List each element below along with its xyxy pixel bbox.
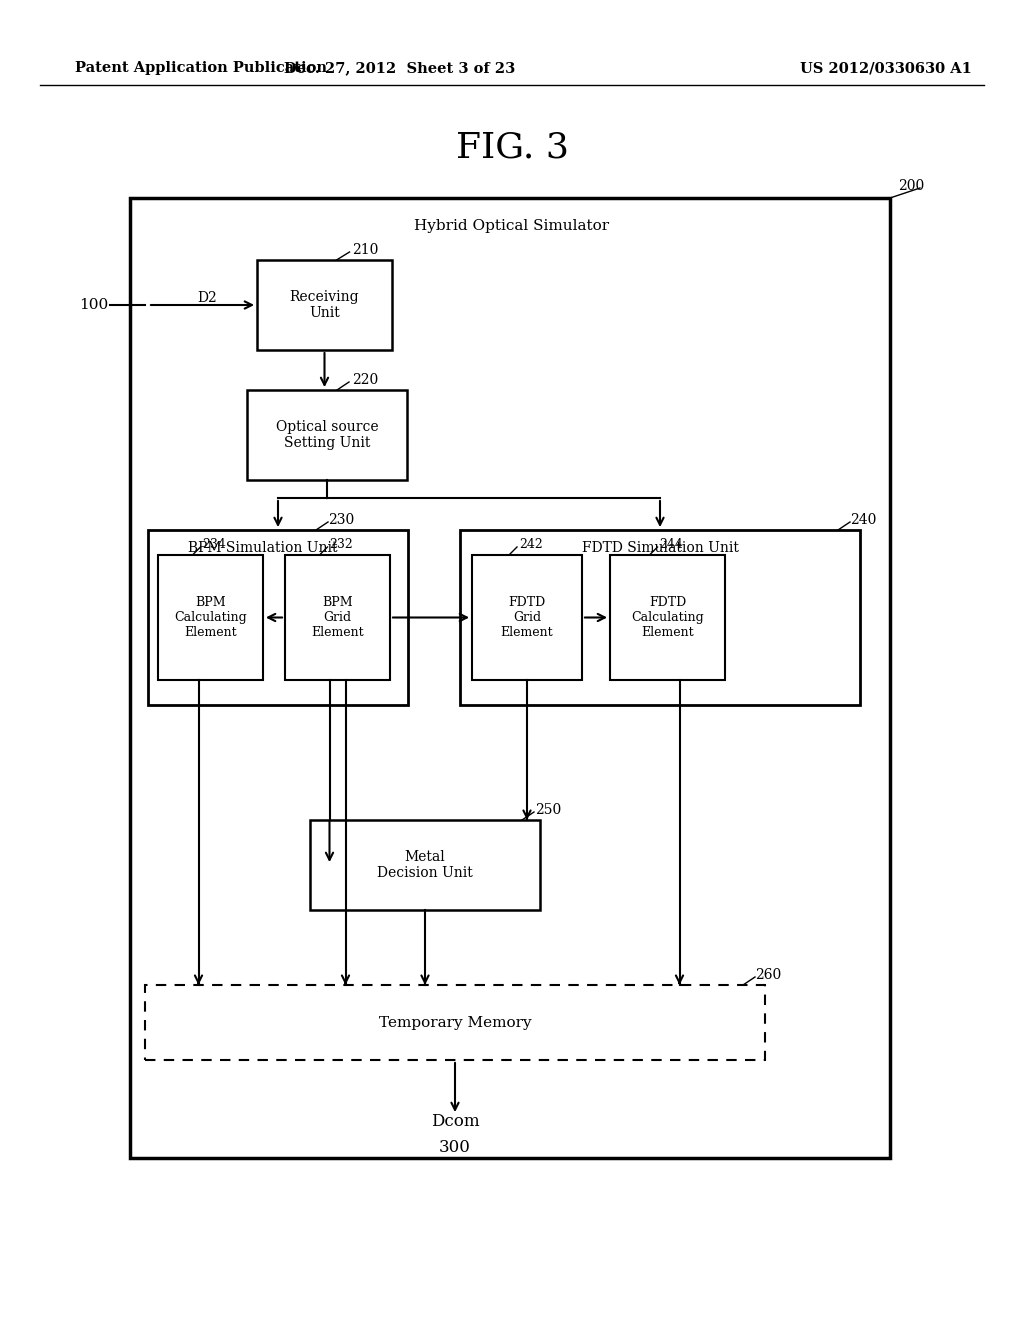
Bar [257,260,392,350]
Text: Dec. 27, 2012  Sheet 3 of 23: Dec. 27, 2012 Sheet 3 of 23 [285,61,516,75]
Bar [472,554,582,680]
Text: US 2012/0330630 A1: US 2012/0330630 A1 [800,61,972,75]
Text: Metal
Decision Unit: Metal Decision Unit [377,850,473,880]
Text: 100: 100 [79,298,108,312]
Text: Temporary Memory: Temporary Memory [379,1015,531,1030]
Text: 242: 242 [519,539,543,552]
Bar [130,198,890,1158]
Text: FDTD
Calculating
Element: FDTD Calculating Element [631,597,703,639]
Bar [158,554,263,680]
Text: BPM
Grid
Element: BPM Grid Element [311,597,364,639]
Text: FDTD Simulation Unit: FDTD Simulation Unit [582,541,738,554]
Text: 234: 234 [203,539,226,552]
Text: 240: 240 [850,513,877,527]
Text: 260: 260 [755,968,781,982]
Text: 250: 250 [535,803,561,817]
Text: 230: 230 [328,513,354,527]
Text: Hybrid Optical Simulator: Hybrid Optical Simulator [415,219,609,234]
Text: FDTD
Grid
Element: FDTD Grid Element [501,597,553,639]
Text: Patent Application Publication: Patent Application Publication [75,61,327,75]
Text: 210: 210 [352,243,379,257]
Bar [610,554,725,680]
Text: D2: D2 [198,290,217,305]
Bar [460,531,860,705]
Text: 244: 244 [659,539,683,552]
Text: Receiving
Unit: Receiving Unit [290,290,359,321]
Bar [247,389,407,480]
Text: 300: 300 [439,1139,471,1156]
Bar [310,820,540,909]
Text: 220: 220 [352,374,378,387]
Text: 200: 200 [898,180,925,193]
Text: 232: 232 [330,539,353,552]
Text: FIG. 3: FIG. 3 [456,131,568,165]
Bar [285,554,390,680]
Text: BPM
Calculating
Element: BPM Calculating Element [174,597,247,639]
Text: Dcom: Dcom [431,1114,479,1130]
Text: Optical source
Setting Unit: Optical source Setting Unit [275,420,378,450]
Bar [145,985,765,1060]
Bar [148,531,408,705]
Text: BPM Simulation Unit: BPM Simulation Unit [188,541,338,554]
